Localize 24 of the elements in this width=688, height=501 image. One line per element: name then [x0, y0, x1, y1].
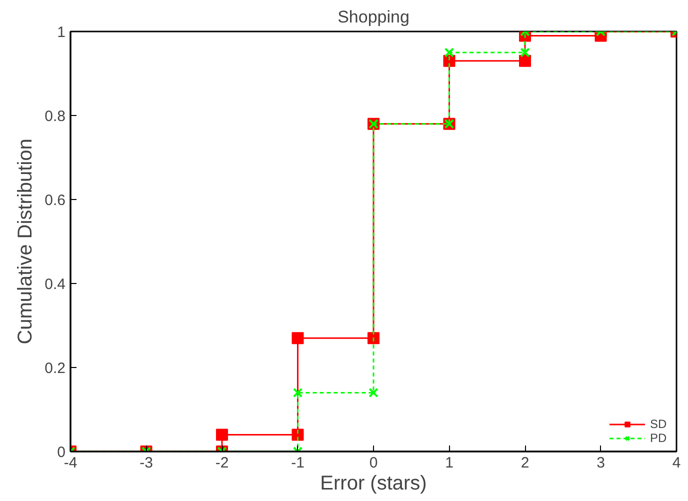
x-tick-label: -1 [291, 454, 304, 472]
x-tick-label: 1 [445, 454, 454, 472]
y-tick-label: 0.6 [44, 192, 66, 209]
line-series [70, 32, 676, 452]
y-tick-label: 0.4 [44, 276, 66, 293]
x-tick-label: 0 [369, 454, 378, 472]
point [519, 54, 531, 67]
legend-label: PD [650, 431, 668, 445]
x-axis-title: Error (stars) [320, 472, 427, 494]
x-tick-label: -2 [215, 454, 229, 472]
x-tick-label: 4 [672, 454, 681, 472]
legend-label: SD [650, 417, 668, 431]
y-tick-label: 0.8 [44, 108, 66, 125]
point [520, 48, 530, 58]
y-tick-label: 1 [57, 24, 66, 41]
point [444, 48, 454, 58]
y-axis-title: Cumulative Distribution [14, 138, 37, 344]
x-tick-label: -3 [140, 454, 153, 472]
y-tick-label: 0 [57, 444, 66, 461]
chart-title: Shopping [338, 8, 410, 26]
y-tick-label: 0.2 [44, 360, 66, 377]
x-tick-label: -4 [64, 454, 78, 472]
x-tick-label: 2 [520, 454, 530, 472]
x-tick-label: 3 [596, 454, 605, 472]
